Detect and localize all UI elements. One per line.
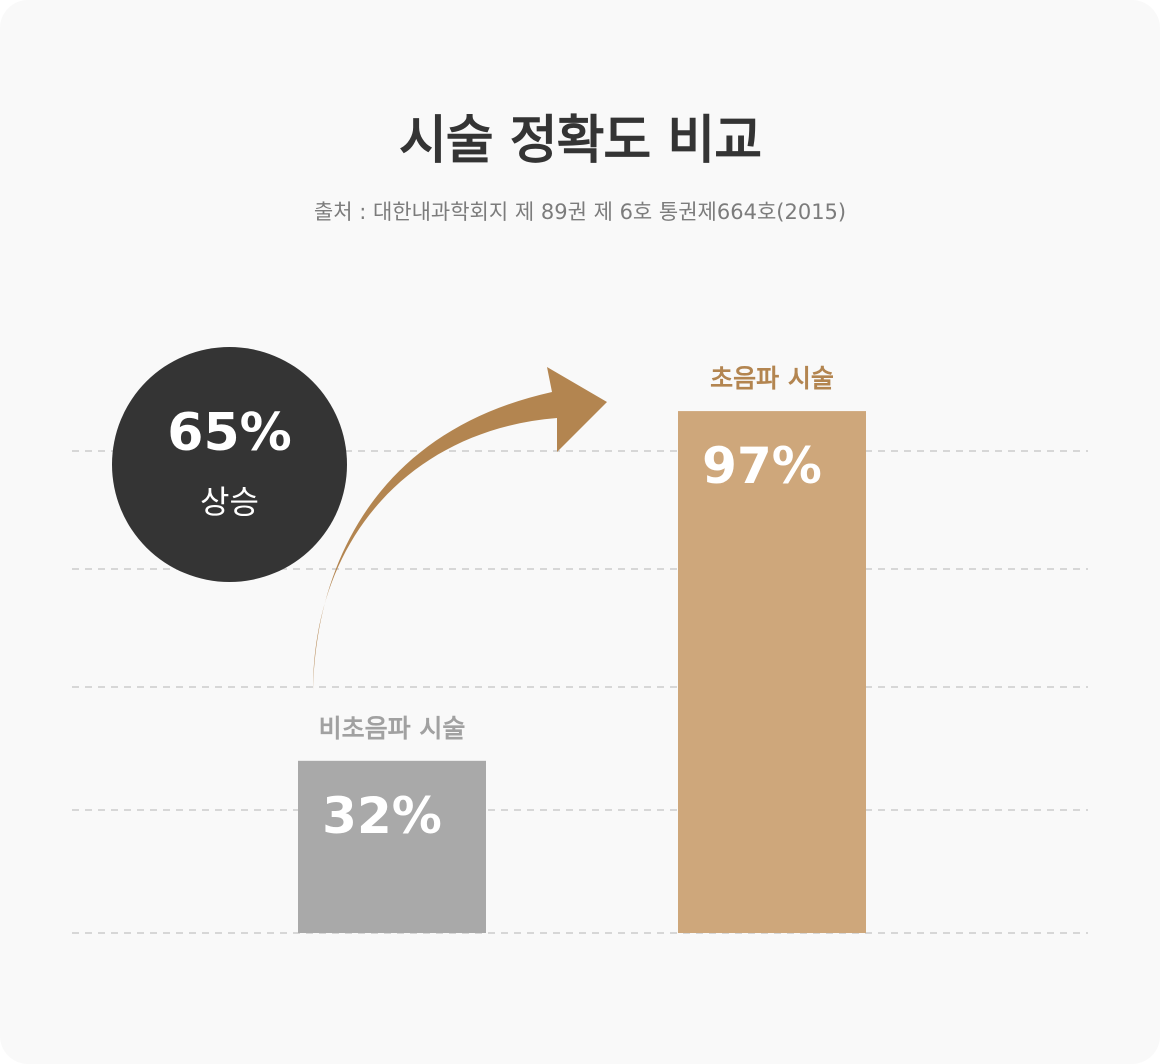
- increase-value: 65%: [167, 403, 292, 463]
- increase-arrow: [313, 367, 607, 690]
- increase-arrow-shape: [313, 367, 607, 690]
- bar-1: [298, 760, 486, 933]
- bar-value-label: 32%: [322, 787, 442, 845]
- bars: 32% 비초음파 시술 97% 초음파 시술: [298, 364, 866, 933]
- increase-label: 상승: [200, 483, 259, 521]
- bar-2: [678, 411, 866, 933]
- chart-title: 시술 정확도 비교: [398, 111, 762, 171]
- bar-value-label: 97%: [702, 437, 822, 495]
- increase-badge: 65% 상승: [112, 347, 347, 582]
- category-label: 비초음파 시술: [319, 714, 466, 743]
- source-citation: 출처 : 대한내과학회지 제 89권 제 6호 통권제664호(2015): [313, 200, 847, 224]
- category-label: 초음파 시술: [710, 364, 834, 393]
